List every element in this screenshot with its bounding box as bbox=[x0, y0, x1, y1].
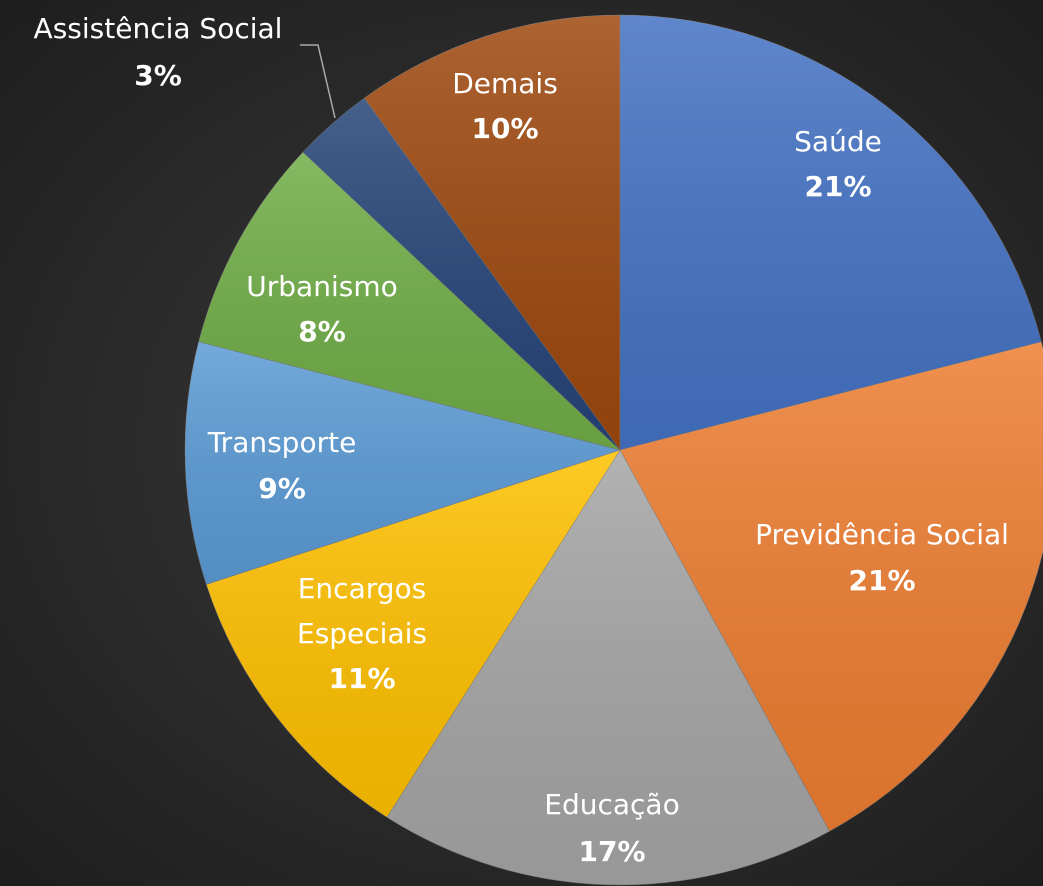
slice-value-label: 9% bbox=[258, 472, 306, 505]
slice-label: Saúde bbox=[794, 125, 882, 158]
slice-value-label: 21% bbox=[848, 564, 915, 597]
slice-value-label: 3% bbox=[134, 59, 182, 92]
leader-line bbox=[300, 44, 336, 119]
slice-label: Transporte bbox=[207, 426, 357, 459]
slice-label: Urbanismo bbox=[246, 270, 397, 303]
slice-value-label: 11% bbox=[328, 662, 395, 695]
slice-value-label: 8% bbox=[298, 315, 346, 348]
slice-label: Previdência Social bbox=[755, 518, 1009, 551]
slice-label: Demais bbox=[452, 67, 558, 100]
slice-label: Assistência Social bbox=[34, 12, 283, 45]
slice-value-label: 21% bbox=[804, 170, 871, 203]
slice-value-label: 10% bbox=[471, 112, 538, 145]
slice-value-label: 17% bbox=[578, 835, 645, 868]
slice-label: Educação bbox=[544, 788, 679, 821]
slice-label: Encargos Especiais bbox=[297, 572, 427, 650]
